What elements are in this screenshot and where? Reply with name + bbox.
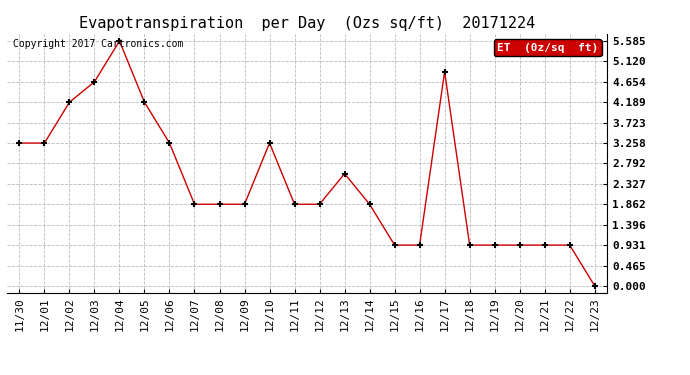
Title: Evapotranspiration  per Day  (Ozs sq/ft)  20171224: Evapotranspiration per Day (Ozs sq/ft) 2… (79, 16, 535, 31)
Text: Copyright 2017 Cartronics.com: Copyright 2017 Cartronics.com (13, 39, 184, 49)
Legend: ET  (0z/sq  ft): ET (0z/sq ft) (494, 39, 602, 56)
